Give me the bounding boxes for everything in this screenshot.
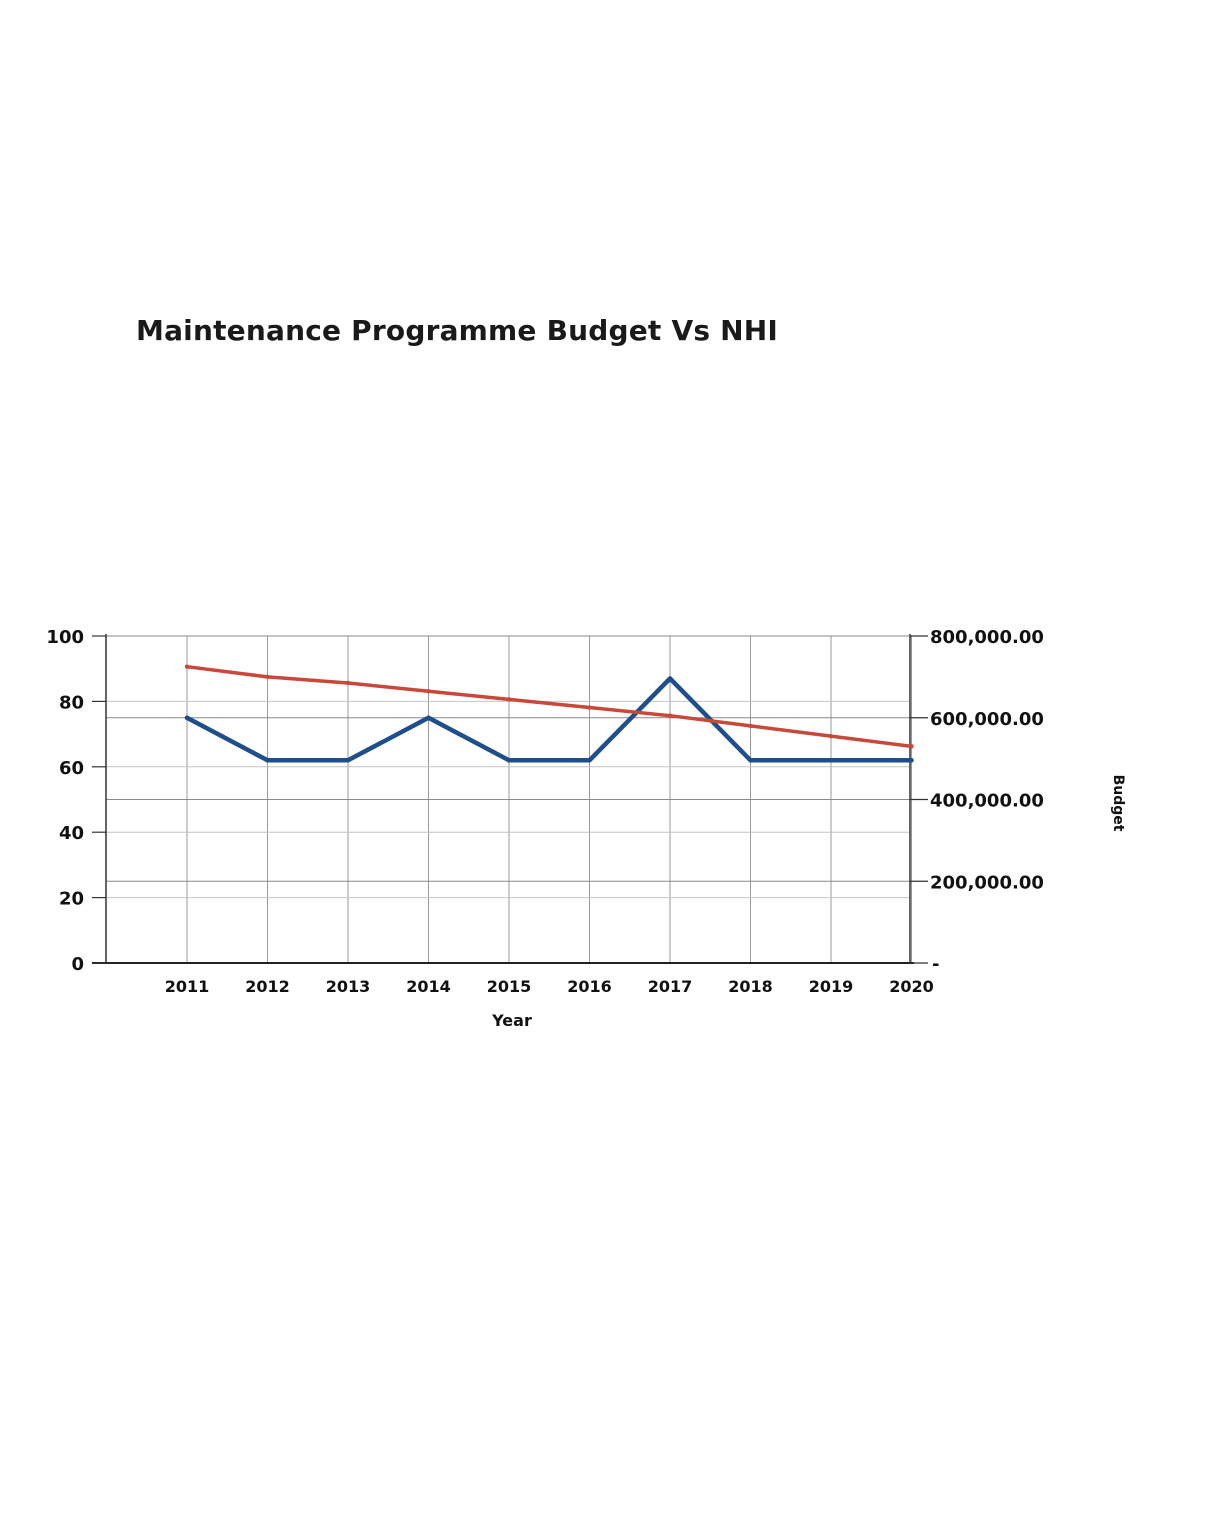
x-tick-label: 2017 (648, 977, 693, 996)
x-tick-label: 2011 (165, 977, 210, 996)
nhi-data-point (748, 758, 753, 763)
left-tick-label: 40 (59, 823, 84, 844)
budget-data-point (828, 733, 834, 739)
budget-data-point (667, 713, 673, 718)
x-tick-label: 2016 (567, 977, 612, 996)
budget-data-point (587, 705, 592, 710)
x-tick-label: 2019 (809, 977, 854, 996)
nhi-data-point (184, 715, 190, 720)
budget-data-point (265, 674, 270, 680)
right-axis-label: Budget (1110, 775, 1126, 832)
nhi-data-point (587, 758, 592, 763)
x-axis-ticks: 2011 2012 2013 2014 2015 2016 2017 2018 2019 2020 (165, 977, 934, 996)
x-tick-label: 2020 (889, 977, 934, 996)
left-tick-label: 100 (46, 627, 84, 648)
left-tick-label: 20 (59, 889, 84, 910)
nhi-data-point (506, 758, 512, 763)
budget-series-line (185, 664, 914, 749)
axes (92, 634, 914, 964)
plot-area (92, 634, 914, 964)
nhi-data-point (667, 676, 673, 681)
series-layer (184, 664, 914, 763)
x-tick-label: 2018 (728, 977, 773, 996)
nhi-data-point (426, 715, 431, 720)
budget-data-point (184, 664, 190, 669)
right-axis-ticks: - 200,000.00 400,000.00 600,000.00 800,000.0… (910, 627, 1044, 975)
nhi-data-point (828, 758, 834, 763)
nhi-data-point (265, 758, 270, 763)
left-tick-label: 60 (59, 758, 84, 779)
budget-data-point (748, 723, 753, 729)
x-tick-label: 2013 (326, 977, 371, 996)
left-tick-label: 0 (71, 954, 84, 975)
left-tick-label: 80 (59, 692, 84, 713)
budget-data-point (909, 744, 914, 749)
right-tick-label: 600,000.00 (930, 709, 1044, 730)
x-tick-label: 2015 (487, 977, 532, 996)
budget-data-point (506, 697, 512, 702)
left-axis-ticks: 0 20 40 60 80 100 (46, 627, 106, 975)
budget-data-point (426, 688, 431, 694)
nhi-data-point (909, 758, 914, 763)
right-tick-label: - (932, 954, 939, 975)
x-axis-label: Year (491, 1011, 532, 1030)
right-tick-label: 800,000.00 (930, 627, 1044, 648)
chart-title: Maintenance Programme Budget Vs NHI (136, 314, 779, 347)
x-tick-label: 2014 (406, 977, 451, 996)
nhi-series-line (184, 676, 914, 763)
right-tick-label: 200,000.00 (930, 872, 1044, 893)
right-tick-label: 400,000.00 (930, 791, 1044, 812)
budget-data-point (345, 680, 351, 686)
nhi-data-point (345, 758, 351, 763)
x-tick-label: 2012 (245, 977, 290, 996)
